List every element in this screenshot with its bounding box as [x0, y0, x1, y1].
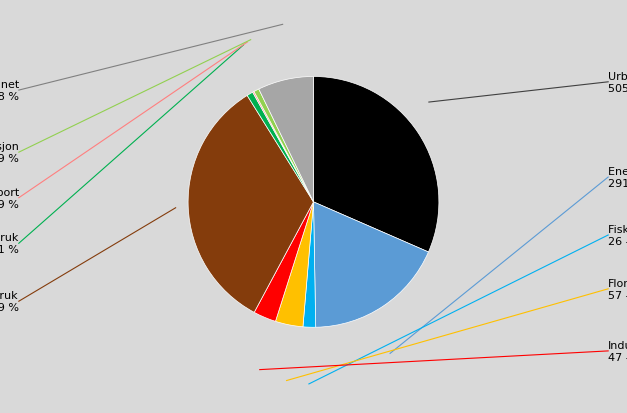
Wedge shape [254, 90, 314, 202]
Wedge shape [259, 77, 314, 202]
Text: Flomvern
57 - 3.56 %: Flomvern 57 - 3.56 % [608, 278, 627, 300]
Text: Fiskeri og akvakultur
26 - 1.62 %: Fiskeri og akvakultur 26 - 1.62 % [608, 225, 627, 246]
Text: Industri
47 - 2.94 %: Industri 47 - 2.94 % [608, 340, 627, 362]
Text: Energi - vannkraft
291 - 18.18 %: Energi - vannkraft 291 - 18.18 % [608, 167, 627, 188]
Wedge shape [314, 77, 439, 252]
Wedge shape [303, 202, 316, 328]
Wedge shape [275, 202, 314, 327]
Wedge shape [314, 202, 428, 328]
Wedge shape [247, 93, 314, 202]
Wedge shape [254, 202, 314, 322]
Text: Landbruk
533 - 33.29 %: Landbruk 533 - 33.29 % [0, 291, 19, 312]
Text: Transport
3 - 0.19 %: Transport 3 - 0.19 % [0, 188, 19, 209]
Text: Urban utvikling
505 - 31.54 %: Urban utvikling 505 - 31.54 % [608, 72, 627, 93]
Wedge shape [253, 92, 314, 202]
Text: Ukjent/annet
115 - 7.18 %: Ukjent/annet 115 - 7.18 % [0, 80, 19, 102]
Text: Skogbruk
13 - 0.81 %: Skogbruk 13 - 0.81 % [0, 233, 19, 254]
Text: Turisme og rekreasjon
11 - 0.69 %: Turisme og rekreasjon 11 - 0.69 % [0, 142, 19, 164]
Wedge shape [188, 96, 314, 313]
